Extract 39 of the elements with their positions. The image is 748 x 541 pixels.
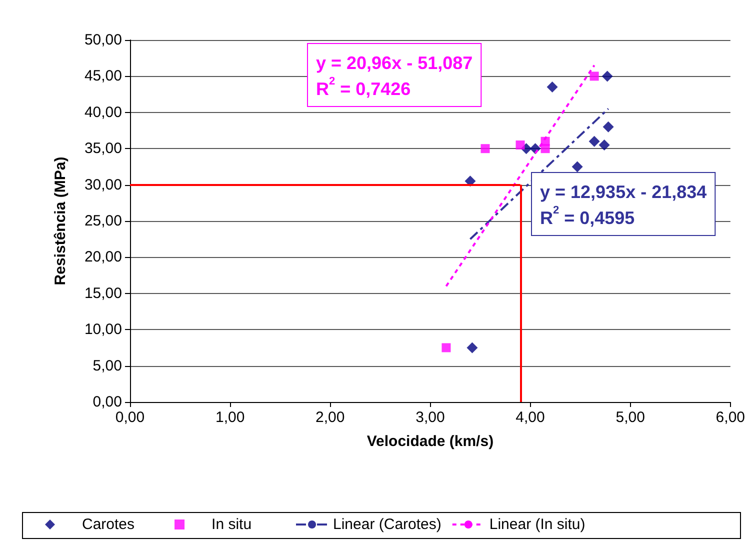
x-tick-label: 5,00 — [616, 409, 645, 426]
point — [598, 139, 610, 150]
y-tick-label: 0,00 — [92, 394, 122, 410]
point — [572, 161, 583, 172]
y-tick-label: 15,00 — [84, 284, 122, 302]
point — [540, 144, 550, 154]
x-tick-label: 0,00 — [115, 409, 145, 426]
point — [602, 121, 614, 132]
x-tick-label: 2,00 — [316, 409, 345, 426]
legend-label: Linear (Carotes) — [333, 516, 442, 533]
annotation: y = 20,96x - 51,087 — [316, 53, 473, 73]
x-tick-label: 6,00 — [716, 409, 746, 426]
y-tick-label: 40,00 — [84, 104, 122, 121]
point — [464, 176, 476, 187]
point — [546, 82, 558, 93]
y-tick-label: 30,00 — [84, 176, 122, 194]
x-tick-label: 4,00 — [516, 409, 545, 426]
y-tick-label: 35,00 — [84, 140, 122, 158]
point — [442, 343, 451, 352]
y-tick-label: 10,00 — [84, 321, 122, 338]
y-tick-label: 5,00 — [92, 357, 122, 374]
y-tick-label: 25,00 — [84, 212, 122, 230]
point — [516, 140, 525, 150]
y-tick-label: 45,00 — [84, 68, 122, 85]
x-axis-title: Velocidade (km/s) — [366, 433, 494, 450]
y-axis-title: Resistência (MPa) — [52, 156, 69, 286]
point — [480, 144, 490, 154]
point — [590, 72, 599, 81]
point — [602, 70, 613, 82]
x-tick-label: 3,00 — [416, 409, 445, 426]
y-tick-label: 50,00 — [84, 32, 122, 48]
legend-label: Linear (In situ) — [489, 516, 586, 533]
point — [466, 342, 478, 354]
annotation: y = 12,935x - 21,834 — [540, 182, 707, 202]
x-tick-label: 1,00 — [215, 409, 245, 426]
legend-label: Carotes — [82, 516, 135, 533]
legend-label: In situ — [212, 516, 252, 533]
y-tick-label: 20,00 — [84, 248, 122, 266]
point — [588, 136, 600, 147]
